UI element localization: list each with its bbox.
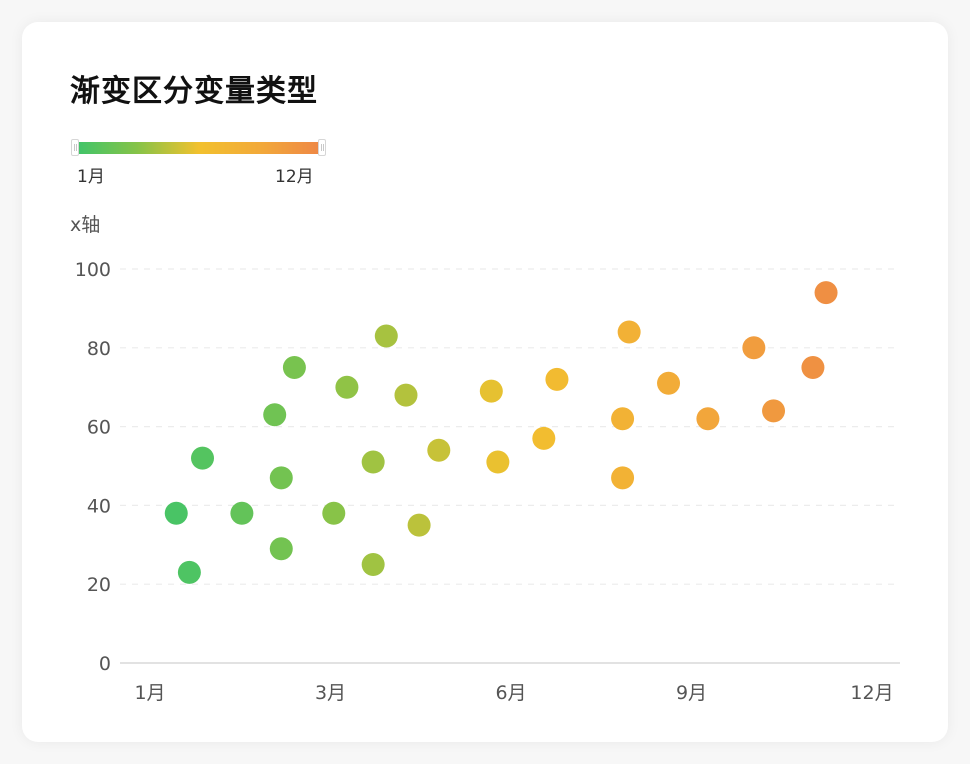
scatter-point[interactable] <box>394 383 418 407</box>
y-tick-label: 60 <box>87 417 111 439</box>
scatter-point[interactable] <box>407 513 431 537</box>
chart-title: 渐变区分变量类型 <box>70 74 318 109</box>
legend-min-label: 1月 <box>77 167 105 187</box>
data-points <box>164 281 838 584</box>
y-tick-label: 20 <box>87 574 111 596</box>
legend-max-handle[interactable] <box>318 139 326 156</box>
y-tick-label: 0 <box>99 653 111 675</box>
scatter-point[interactable] <box>230 501 254 525</box>
scatter-point[interactable] <box>164 501 188 525</box>
scatter-point[interactable] <box>269 537 293 561</box>
y-axis-title: x轴 <box>70 214 101 236</box>
y-tick-label: 40 <box>87 495 111 517</box>
scatter-point[interactable] <box>177 560 201 584</box>
scatter-point[interactable] <box>617 320 641 344</box>
scatter-point[interactable] <box>479 379 503 403</box>
scatter-point[interactable] <box>374 324 398 348</box>
scatter-point[interactable] <box>742 336 766 360</box>
scatter-point[interactable] <box>322 501 346 525</box>
scatter-point[interactable] <box>269 466 293 490</box>
x-tick-label: 3月 <box>315 682 346 704</box>
legend-min-handle[interactable] <box>71 139 79 156</box>
scatter-point[interactable] <box>611 466 635 490</box>
scatter-point[interactable] <box>657 371 681 395</box>
scatter-point[interactable] <box>361 450 385 474</box>
scatter-point[interactable] <box>282 356 306 379</box>
scatter-point[interactable] <box>361 553 385 576</box>
x-tick-label: 1月 <box>134 682 165 704</box>
scatter-point[interactable] <box>762 399 786 423</box>
color-legend-gradient <box>76 142 322 154</box>
scatter-point[interactable] <box>814 281 838 305</box>
y-axis-ticks: 0 20 40 60 80 100 <box>75 259 111 675</box>
gridlines <box>120 268 900 585</box>
y-tick-label: 80 <box>87 338 111 360</box>
scatter-point[interactable] <box>335 375 359 399</box>
legend-max-label: 12月 <box>275 167 314 187</box>
scatter-point[interactable] <box>486 450 510 474</box>
x-tick-label: 6月 <box>495 682 526 704</box>
scatter-point[interactable] <box>532 426 556 450</box>
scatter-point[interactable] <box>696 407 720 431</box>
scatter-point[interactable] <box>191 446 215 470</box>
scatter-point[interactable] <box>801 356 825 379</box>
x-tick-label: 12月 <box>850 682 893 704</box>
scatter-point[interactable] <box>263 403 287 427</box>
x-tick-label: 9月 <box>676 682 707 704</box>
y-tick-label: 100 <box>75 259 111 281</box>
scatter-point[interactable] <box>611 407 635 431</box>
scatter-point[interactable] <box>545 367 569 391</box>
scatter-point[interactable] <box>427 438 451 462</box>
x-axis-ticks: 1月 3月 6月 9月 12月 <box>134 682 893 704</box>
